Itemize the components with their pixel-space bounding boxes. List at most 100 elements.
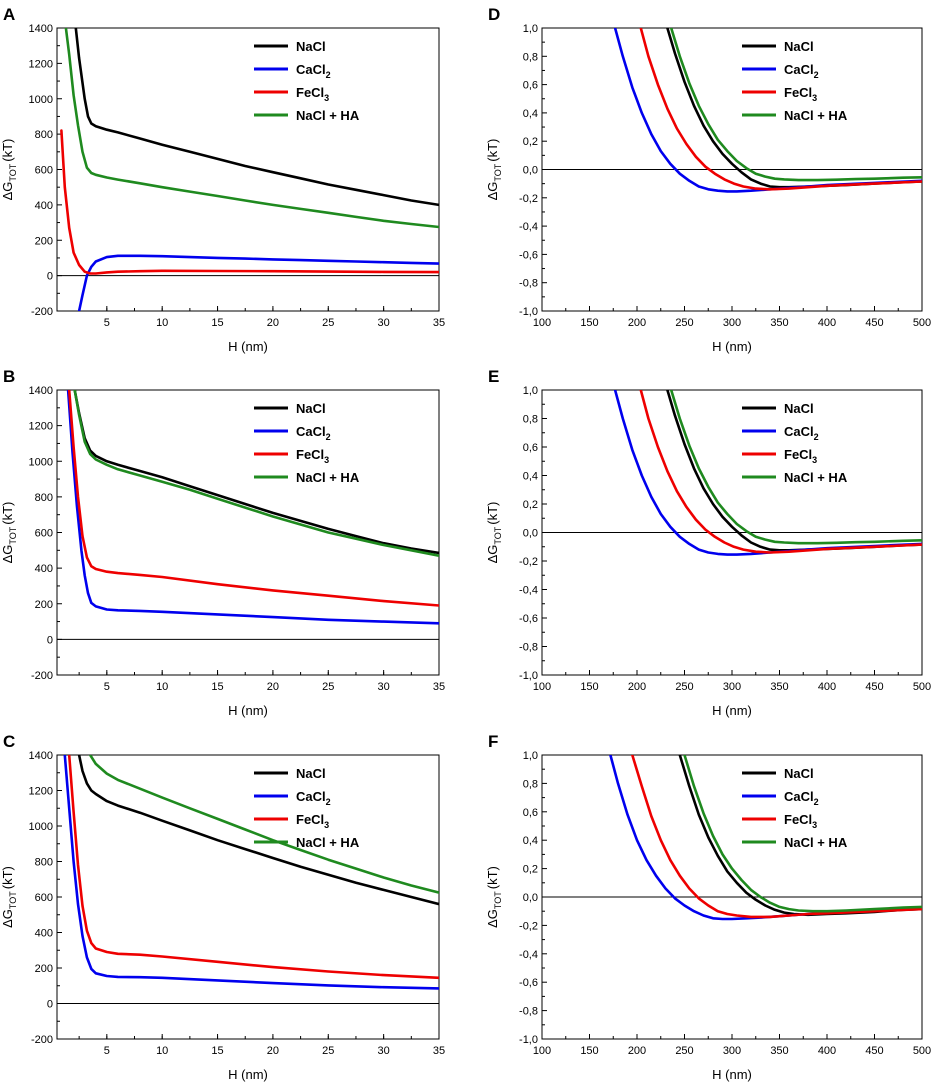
series-line-nacl (74, 28, 439, 207)
legend-label-main: NaCl + HA (296, 108, 360, 123)
legend-label: NaCl (296, 766, 326, 781)
legend-label: NaCl + HA (296, 835, 360, 850)
series-line-fecl3 (639, 28, 922, 191)
legend-label: CaCl2 (296, 424, 331, 442)
legend-label-main: NaCl + HA (784, 108, 848, 123)
y-tick-label: 1200 (29, 58, 53, 70)
y-tick-label: 1,0 (523, 385, 538, 397)
legend-label: FeCl3 (296, 447, 329, 465)
y-tick-label: -0,4 (519, 949, 538, 961)
x-axis-label: H (nm) (712, 339, 752, 354)
y-tick-label: 1000 (29, 456, 53, 468)
y-tick-label: 600 (35, 892, 53, 904)
legend-label-main: NaCl + HA (296, 835, 360, 850)
x-axis-label: H (nm) (228, 1067, 268, 1082)
series-line-nacl-ha (669, 28, 922, 182)
y-tick-label: 0,8 (523, 414, 538, 426)
y-tick-label: 600 (35, 165, 53, 177)
x-tick-label: 350 (770, 681, 788, 693)
y-tick-label: 1400 (29, 750, 53, 762)
x-tick-label: 450 (865, 1045, 883, 1057)
series-line-nacl (77, 755, 439, 906)
x-tick-label: 25 (322, 1045, 334, 1057)
x-tick-label: 15 (211, 1045, 223, 1057)
legend-label: FeCl3 (784, 812, 817, 830)
legend-label-subscript: 2 (326, 797, 331, 807)
x-tick-label: 400 (818, 681, 836, 693)
legend-label-main: FeCl (296, 447, 324, 462)
x-tick-label: 20 (267, 317, 279, 329)
x-tick-label: 30 (378, 681, 390, 693)
y-tick-label: 1200 (29, 421, 53, 433)
y-tick-label: 1400 (29, 385, 53, 397)
y-tick-label: 200 (35, 235, 53, 247)
legend-label-main: NaCl (296, 39, 326, 54)
series-line-cacl2 (613, 390, 922, 556)
y-tick-label: 0 (47, 999, 53, 1011)
y-axis-label-subscript: TOT (493, 891, 503, 909)
y-tick-label: 400 (35, 200, 53, 212)
y-axis-label-main: ΔG (0, 545, 15, 564)
x-tick-label: 500 (913, 317, 931, 329)
y-tick-label: 1,0 (523, 750, 538, 762)
legend-label-main: CaCl (296, 789, 326, 804)
y-tick-label: 800 (35, 492, 53, 504)
legend-label: CaCl2 (784, 789, 819, 807)
legend-label: NaCl + HA (784, 470, 848, 485)
y-tick-label: -0,4 (519, 221, 538, 233)
y-axis-label: ΔGTOT(kT) (0, 502, 18, 564)
legend-label-subscript: 3 (324, 93, 329, 103)
plot-frame (56, 27, 440, 312)
x-axis-label: H (nm) (228, 703, 268, 718)
y-tick-label: 0,6 (523, 442, 538, 454)
x-tick-label: 250 (675, 681, 693, 693)
legend-label-main: CaCl (296, 62, 326, 77)
y-tick-label: 200 (35, 599, 53, 611)
x-tick-label: 150 (580, 681, 598, 693)
x-tick-label: 35 (433, 681, 445, 693)
series-line-nacl-ha (64, 28, 439, 229)
x-tick-label: 300 (723, 1045, 741, 1057)
panel-letter: E (488, 367, 499, 386)
panel-d: -1,0 -0,8 -0,6 -0,4 -0,2 0,0 0,2 0,4 0,6 0,8 1,0 10… (485, 5, 931, 354)
legend-label-main: CaCl (296, 424, 326, 439)
x-tick-label: 30 (378, 1045, 390, 1057)
x-tick-label: 200 (628, 681, 646, 693)
legend-label: NaCl + HA (296, 108, 360, 123)
y-axis-label-main: ΔG (0, 909, 15, 928)
y-tick-label: 0,0 (523, 892, 538, 904)
legend-label-subscript: 2 (326, 70, 331, 80)
legend-label: NaCl (784, 39, 814, 54)
x-tick-label: 200 (628, 317, 646, 329)
series-line-nacl-ha (669, 390, 922, 545)
x-tick-label: 400 (818, 317, 836, 329)
x-tick-label: 150 (580, 1045, 598, 1057)
x-tick-label: 30 (378, 317, 390, 329)
y-tick-label: 400 (35, 563, 53, 575)
series-line-fecl3 (67, 755, 439, 980)
x-tick-label: 5 (104, 1045, 110, 1057)
y-axis-label: ΔGTOT(kT) (0, 139, 18, 201)
x-tick-label: 400 (818, 1045, 836, 1057)
y-tick-label: 0,0 (523, 165, 538, 177)
legend-label-subscript: 3 (812, 820, 817, 830)
x-axis-label: H (nm) (712, 703, 752, 718)
y-tick-label: 1000 (29, 821, 53, 833)
x-tick-label: 500 (913, 1045, 931, 1057)
y-axis-label-main: ΔG (485, 545, 500, 564)
y-tick-label: -0,6 (519, 977, 538, 989)
legend-label: FeCl3 (784, 85, 817, 103)
legend-label-main: NaCl (784, 401, 814, 416)
y-tick-label: 800 (35, 857, 53, 869)
y-tick-label: -1,0 (519, 670, 538, 682)
series-line-cacl2 (613, 28, 922, 193)
y-tick-label: -0,4 (519, 585, 538, 597)
legend-label-main: FeCl (784, 447, 812, 462)
x-tick-label: 200 (628, 1045, 646, 1057)
legend-label-subscript: 3 (324, 455, 329, 465)
y-tick-label: 0,2 (523, 864, 538, 876)
y-tick-label: 0 (47, 271, 53, 283)
legend-label: NaCl + HA (296, 470, 360, 485)
legend-label: FeCl3 (296, 812, 329, 830)
legend-label-main: FeCl (784, 812, 812, 827)
